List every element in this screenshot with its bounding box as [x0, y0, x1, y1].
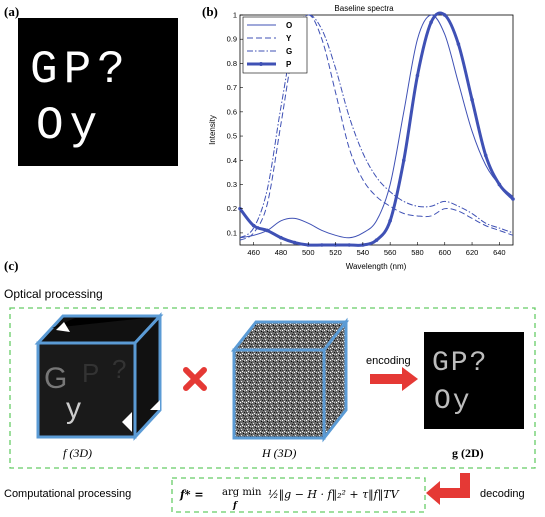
series-line-o [239, 14, 514, 239]
x-tick-label: 500 [302, 248, 315, 257]
x-tick-label: 600 [438, 248, 451, 257]
series-point-p [442, 13, 447, 17]
panel-label-c: (c) [4, 258, 18, 273]
y-tick-label: 0.2 [227, 204, 237, 213]
panel-label-b: (b) [202, 4, 218, 19]
series-point-p [374, 238, 379, 242]
series-line-y [239, 14, 514, 241]
decoding-arrow [426, 473, 470, 505]
formula-argmin: arg min [222, 487, 262, 498]
series-point-p [279, 235, 283, 240]
series-point-p [470, 97, 474, 102]
series-point-p [388, 218, 392, 223]
legend-label-y: Y [286, 34, 292, 43]
legend-label-g: G [286, 47, 292, 56]
formula-sub: f [232, 501, 239, 511]
x-tick-label: 640 [493, 248, 506, 257]
image-a-line2: Oy [36, 100, 103, 152]
panel-label-a: (a) [4, 4, 19, 19]
y-tick-label: 0.5 [227, 132, 237, 141]
f-label: f (3D) [63, 446, 92, 460]
formula-rhs: ½‖g − H · f‖₂² + τ‖f‖TV [268, 488, 400, 502]
g-label: g (2D) [452, 446, 484, 460]
y-tick-label: 0.9 [227, 35, 237, 44]
series-point-p [415, 73, 420, 78]
spectra-chart: Baseline spectra 460 480 500 520 540 560 580 60… [208, 4, 515, 271]
x-tick-label: 460 [247, 248, 260, 257]
series-point-p [347, 243, 352, 247]
x-tick-label: 560 [384, 248, 397, 257]
x-tick-label: 620 [466, 248, 479, 257]
y-tick-label: 0.8 [227, 59, 237, 68]
y-axis-label: Intensity [208, 115, 217, 145]
legend-label-p: P [286, 60, 292, 69]
h-label: H (3D) [261, 446, 296, 460]
series-point-p [511, 197, 515, 201]
series-point-p [456, 42, 461, 46]
cube-letter-p: P [82, 358, 99, 388]
series-point-p [292, 240, 297, 245]
g-image [424, 332, 524, 429]
binary-image-a [18, 18, 178, 166]
series-point-p [429, 20, 433, 25]
y-tick-label: 0.6 [227, 107, 237, 116]
cube-letter-q: ? [112, 354, 126, 384]
x-tick-label: 540 [357, 248, 370, 257]
y-tick-label: 0.1 [227, 228, 237, 237]
computational-processing-label: Computational processing [4, 488, 131, 500]
x-tick-label: 480 [275, 248, 288, 257]
series-point-p [402, 158, 406, 163]
legend-label-o: O [286, 21, 292, 30]
g-image-line2: Oy [434, 386, 472, 417]
decoding-label: decoding [480, 488, 525, 500]
y-tick-label: 0.4 [227, 156, 237, 165]
formula-lhs: f* = [179, 488, 204, 501]
f-cube: G y P ? [34, 312, 164, 441]
g-image-line1: GP? [432, 348, 488, 379]
x-tick-label: 580 [411, 248, 424, 257]
encoding-label: encoding [366, 355, 411, 367]
y-tick-label: 0.3 [227, 180, 237, 189]
series-line-g [239, 14, 514, 239]
formula: f* = arg min f ½‖g − H · f‖₂² + τ‖f‖TV [179, 487, 400, 511]
series-point-p [497, 182, 502, 187]
chart-title: Baseline spectra [334, 4, 394, 13]
x-axis-label: Wavelength (nm) [346, 262, 407, 271]
series-point-p [251, 223, 256, 228]
y-tick-label: 1 [233, 11, 237, 20]
legend-marker-p [259, 62, 263, 66]
x-tick-label: 520 [329, 248, 342, 257]
cube-letter-y: y [66, 392, 81, 425]
formula-box [171, 477, 426, 513]
image-a-line1: GP? [30, 44, 131, 96]
optical-processing-box [9, 307, 536, 469]
y-tick-label: 0.7 [227, 83, 237, 92]
optical-processing-title: Optical processing [4, 287, 103, 301]
cube-letter-g: G [44, 362, 67, 395]
encoding-arrow [370, 367, 418, 391]
series-point-p [483, 153, 488, 158]
h-cube [230, 317, 350, 443]
series-point-p [320, 243, 324, 247]
series-point-p [265, 228, 270, 233]
multiply-icon [183, 367, 207, 391]
